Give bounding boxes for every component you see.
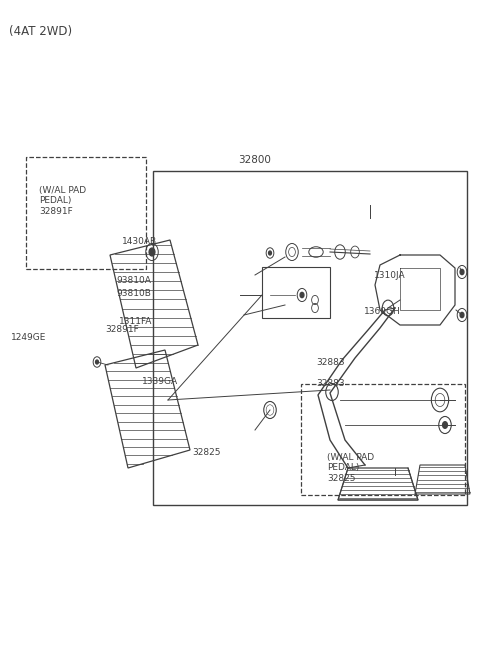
Circle shape [96,360,98,364]
Text: 1360GH: 1360GH [364,307,401,316]
Text: (4AT 2WD): (4AT 2WD) [9,25,72,38]
Text: 1310JA: 1310JA [374,271,406,280]
Text: PEDAL): PEDAL) [39,195,72,205]
Bar [301,384,465,495]
Text: 93810B: 93810B [116,289,151,298]
Text: 1430AB: 1430AB [122,237,157,246]
Text: 32825: 32825 [192,448,220,457]
Text: 32883: 32883 [316,379,345,388]
Text: 1311FA: 1311FA [119,317,153,326]
Bar [26,157,146,269]
Text: 32800: 32800 [238,155,271,165]
Text: 1249GE: 1249GE [11,333,46,342]
Circle shape [269,251,272,255]
Circle shape [460,270,464,275]
Text: (W/AL PAD: (W/AL PAD [39,186,86,195]
Text: 93810A: 93810A [116,276,151,285]
Text: PEDAL): PEDAL) [327,463,360,472]
Circle shape [460,312,464,318]
Circle shape [300,293,304,298]
Text: (W/AL PAD: (W/AL PAD [327,453,374,462]
Bar [153,171,467,505]
Circle shape [329,388,335,396]
Circle shape [149,248,155,256]
Text: 32825: 32825 [327,474,356,483]
Text: 32891F: 32891F [39,207,73,216]
Circle shape [443,422,447,428]
Text: 32883: 32883 [316,358,345,367]
Bar [262,268,330,318]
Text: 1339GA: 1339GA [142,377,178,386]
Circle shape [385,305,390,312]
Text: 32891F: 32891F [106,325,139,334]
